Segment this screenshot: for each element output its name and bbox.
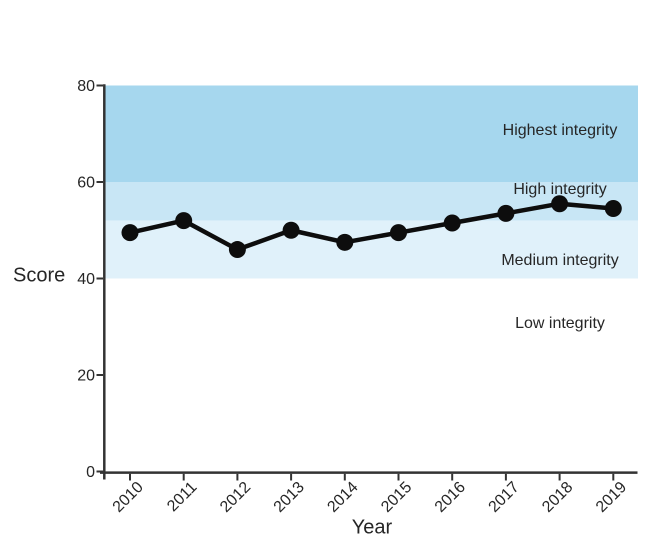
- score-line-series: [129, 201, 614, 252]
- band-high-integrity: [105, 182, 638, 221]
- data-point-2019: [604, 200, 622, 218]
- y-tick-label-40: 40: [77, 271, 95, 288]
- band-label-high-integrity: High integrity: [513, 181, 607, 198]
- data-point-2017: [497, 204, 515, 222]
- x-tick-label-2016: 2016: [432, 479, 469, 516]
- band-label-medium-integrity: Medium integrity: [501, 252, 619, 269]
- x-tick-label-2010: 2010: [110, 479, 147, 516]
- y-tick-label-0: 0: [86, 464, 95, 481]
- y-axis-title: Score: [13, 264, 66, 287]
- band-label-highest-integrity: Highest integrity: [502, 122, 618, 139]
- x-tick-label-2014: 2014: [324, 479, 361, 516]
- data-point-2013: [282, 221, 300, 239]
- x-tick-label-2019: 2019: [593, 479, 630, 516]
- data-point-2011: [175, 212, 193, 230]
- x-axis-title: Year: [351, 516, 393, 539]
- data-point-2012: [228, 241, 246, 259]
- y-tick-label-60: 60: [77, 175, 95, 192]
- band-medium-integrity: [105, 220, 638, 279]
- data-point-2016: [443, 214, 461, 232]
- x-tick-label-2011: 2011: [164, 479, 200, 515]
- data-point-2015: [390, 224, 407, 242]
- band-label-low-integrity: Low integrity: [515, 315, 605, 332]
- x-tick-label-2018: 2018: [539, 479, 576, 516]
- x-tick-label-2012: 2012: [217, 479, 254, 516]
- y-tick-label-80: 80: [77, 78, 95, 95]
- data-point-2018: [551, 195, 569, 213]
- data-point-2014: [336, 233, 354, 251]
- x-tick-label-2017: 2017: [486, 479, 523, 516]
- data-point-2010: [121, 224, 139, 242]
- y-tick-label-20: 20: [77, 368, 95, 385]
- x-tick-label-2015: 2015: [378, 479, 415, 516]
- x-tick-label-2013: 2013: [271, 479, 308, 516]
- band-low-integrity: [105, 278, 638, 472]
- band-highest-integrity: [105, 85, 638, 182]
